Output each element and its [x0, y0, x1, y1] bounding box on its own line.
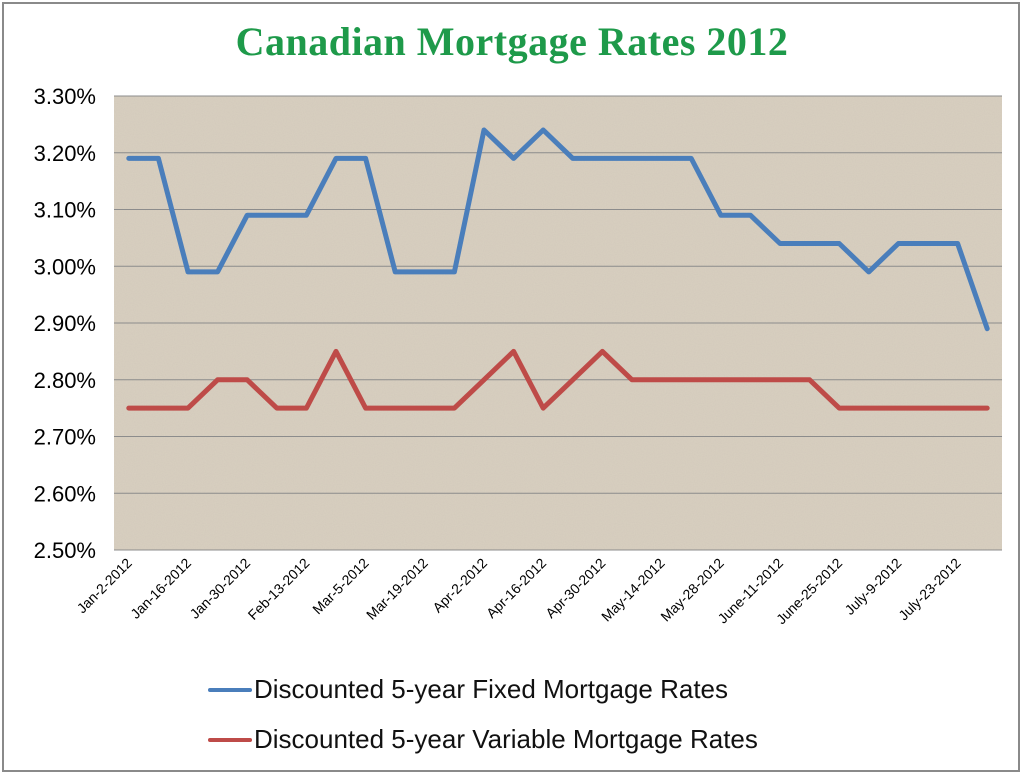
x-tick-label: Feb-13-2012 — [245, 555, 313, 623]
y-tick-label: 2.80% — [34, 368, 96, 393]
x-tick-label: July-23-2012 — [895, 555, 964, 624]
series-line-variable — [126, 348, 990, 411]
x-tick-label: Mar-19-2012 — [363, 555, 431, 623]
x-axis: Jan-2-2012Jan-16-2012Jan-30-2012Feb-13-2… — [74, 555, 964, 628]
chart-title: Canadian Mortgage Rates 2012 — [235, 19, 789, 64]
y-tick-label: 3.00% — [34, 254, 96, 279]
legend-swatch-fixed — [208, 688, 252, 692]
y-axis: 2.50% 2.60% 2.70% 2.80% 2.90% 3.00% 3.10% 3.20%… — [34, 84, 96, 563]
legend-swatch-variable — [208, 738, 252, 742]
y-tick-label: 2.50% — [34, 538, 96, 563]
series-lines — [126, 127, 990, 411]
x-tick-label: Mar-5-2012 — [309, 555, 372, 618]
legend-label-fixed: Discounted 5-year Fixed Mortgage Rates — [254, 674, 729, 704]
y-tick-label: 2.60% — [34, 481, 96, 506]
x-tick-label: Jan-16-2012 — [127, 555, 194, 622]
y-tick-label: 3.30% — [34, 84, 96, 109]
y-tick-label: 2.90% — [34, 311, 96, 336]
y-tick-label: 3.20% — [34, 141, 96, 166]
x-tick-label: Jan-2-2012 — [74, 555, 136, 617]
gridlines — [114, 95, 1002, 551]
y-tick-label: 3.10% — [34, 198, 96, 223]
x-tick-label: July-9-2012 — [841, 555, 904, 618]
y-tick-label: 2.70% — [34, 425, 96, 450]
x-tick-label: Apr-16-2012 — [483, 555, 549, 621]
x-tick-label: Apr-2-2012 — [429, 555, 490, 616]
series-line-fixed — [126, 127, 990, 332]
legend-label-variable: Discounted 5-year Variable Mortgage Rate… — [254, 724, 758, 754]
